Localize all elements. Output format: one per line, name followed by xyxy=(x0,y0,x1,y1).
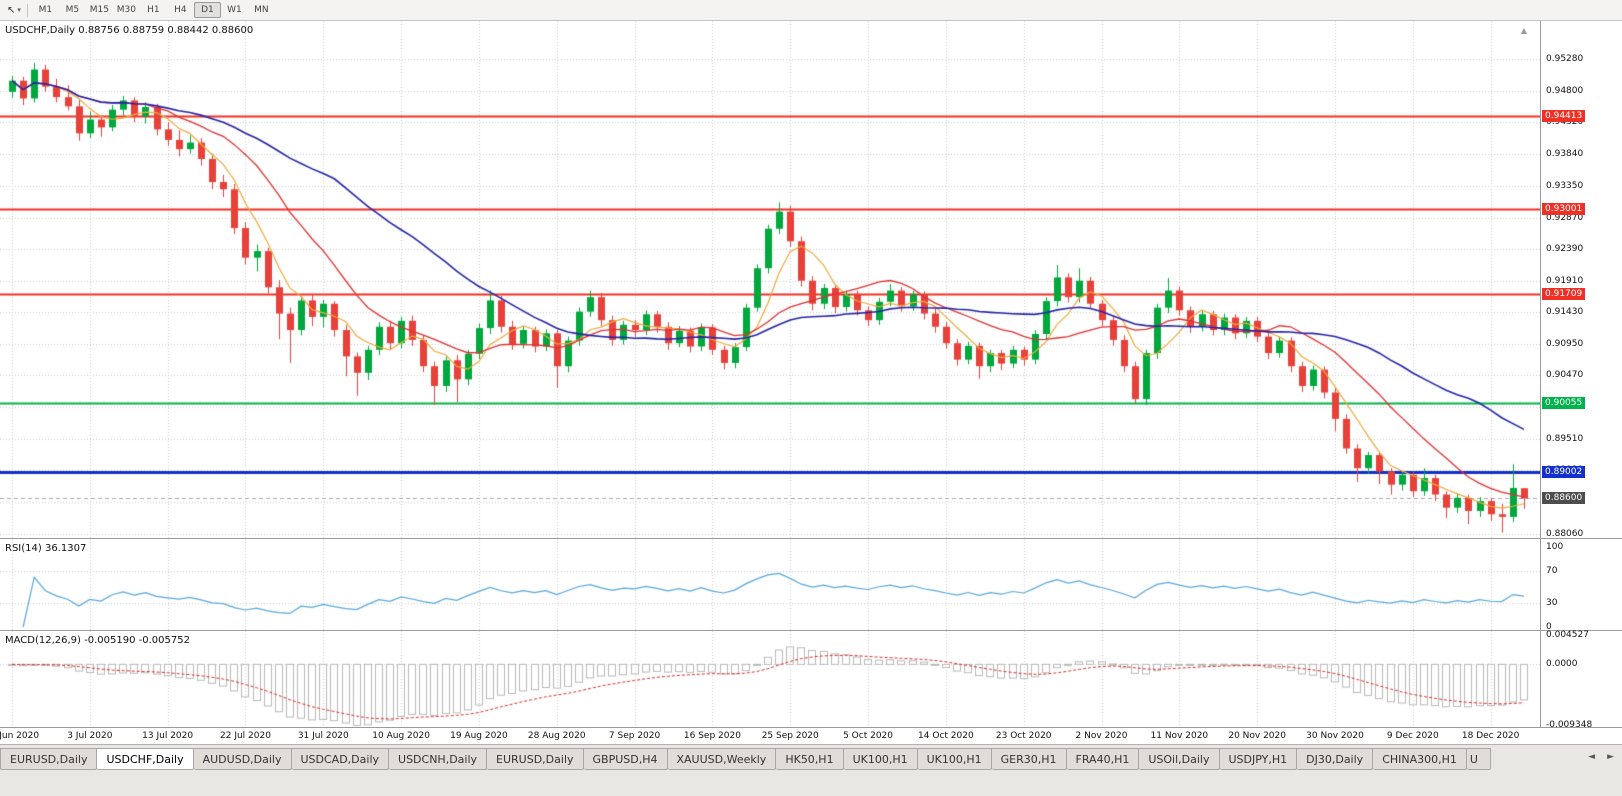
timeframe-buttons: M1 M5 M15 M30 H1 H4 D1 W1 MN xyxy=(32,2,275,18)
tab-scroll-buttons: ◄ ► xyxy=(1584,751,1618,763)
macd-tick: 0.004527 xyxy=(1546,630,1589,640)
timeframe-button-m30[interactable]: M30 xyxy=(116,5,137,15)
macd-axis: 0.004527 0.0000 -0.009348 xyxy=(1540,630,1622,730)
chart-tab-hk50-h1[interactable]: HK50,H1 xyxy=(776,748,844,770)
timeframe-button-m15[interactable]: M15 xyxy=(89,5,110,15)
timeframe-button-d1[interactable]: D1 xyxy=(193,2,221,18)
cursor-icon: ↖ xyxy=(7,4,16,16)
main-chart-pane: USDCHF,Daily 0.88756 0.88759 0.88442 0.8… xyxy=(0,21,1622,539)
price-axis: 0.95280 0.94800 0.94320 0.93840 0.93350 0.928… xyxy=(1540,21,1622,539)
chart-tab-usdcnh-daily[interactable]: USDCNH,Daily xyxy=(389,748,488,770)
chart-tab-dj30-daily[interactable]: DJ30,Daily xyxy=(1297,748,1374,770)
date-label: 23 Oct 2020 xyxy=(995,731,1052,741)
price-tick: 0.89510 xyxy=(1546,433,1584,444)
price-tick: 0.94800 xyxy=(1546,85,1584,96)
chart-tab-xauusd-weekly[interactable]: XAUUSD,Weekly xyxy=(667,748,777,770)
date-label: 2 Nov 2020 xyxy=(1075,731,1128,741)
price-tick: 0.91430 xyxy=(1546,307,1584,318)
price-tick: 0.90470 xyxy=(1546,370,1584,381)
price-level-badge: 0.90055 xyxy=(1542,396,1586,409)
price-tick: 0.91910 xyxy=(1546,275,1584,286)
date-label: 30 Nov 2020 xyxy=(1306,731,1364,741)
chart-tab-eurusd-daily[interactable]: EURUSD,Daily xyxy=(0,748,98,770)
tab-scroll-right-icon[interactable]: ► xyxy=(1607,752,1614,762)
chart-tab-fra40-h1[interactable]: FRA40,H1 xyxy=(1066,748,1140,770)
rsi-indicator-pane: RSI(14) 36.1307 100 70 30 0 xyxy=(0,538,1622,632)
date-label: 16 Sep 2020 xyxy=(683,731,741,741)
date-label: 22 Jul 2020 xyxy=(220,731,271,741)
timeframe-button-h1[interactable]: H1 xyxy=(147,5,160,15)
date-label: 19 Aug 2020 xyxy=(450,731,508,741)
date-label: 24 Jun 2020 xyxy=(0,731,40,741)
date-label: 10 Aug 2020 xyxy=(372,731,430,741)
macd-tick: -0.009348 xyxy=(1546,720,1593,730)
chart-tab-usdcad-daily[interactable]: USDCAD,Daily xyxy=(291,748,390,770)
price-chart-canvas[interactable] xyxy=(0,21,1540,538)
timeframe-button-m5[interactable]: M5 xyxy=(65,5,80,15)
current-price-badge: 0.88600 xyxy=(1542,492,1586,505)
date-axis: 24 Jun 2020 3 Jul 2020 13 Jul 2020 22 Jul 2… xyxy=(0,727,1622,744)
chart-tab-china300-h1[interactable]: CHINA300,H1 xyxy=(1373,748,1467,770)
price-tick: 0.92390 xyxy=(1546,244,1584,255)
timeframe-button-h4[interactable]: H4 xyxy=(174,5,187,15)
chart-tab-uk100-h1[interactable]: UK100,H1 xyxy=(917,748,992,770)
price-level-badge: 0.94413 xyxy=(1542,110,1586,123)
date-label: 20 Nov 2020 xyxy=(1228,731,1286,741)
chart-tab-bar: EURUSD,Daily USDCHF,Daily AUDUSD,Daily USDC… xyxy=(0,744,1622,771)
cursor-tool-button[interactable]: ↖ ▾ xyxy=(4,3,28,17)
rsi-indicator-canvas[interactable] xyxy=(0,539,1540,630)
macd-indicator-canvas[interactable] xyxy=(0,631,1540,727)
date-label: 31 Jul 2020 xyxy=(297,731,349,741)
price-tick: 0.92870 xyxy=(1546,212,1584,223)
chart-tab-uk100-h1[interactable]: UK100,H1 xyxy=(843,748,918,770)
price-level-badge: 0.91709 xyxy=(1542,287,1586,300)
rsi-tick: 30 xyxy=(1546,598,1558,608)
date-label: 18 Dec 2020 xyxy=(1461,731,1520,741)
rsi-axis: 100 70 30 0 xyxy=(1540,539,1622,632)
chart-tabs: EURUSD,Daily USDCHF,Daily AUDUSD,Daily USDC… xyxy=(0,748,1578,772)
macd-tick: 0.0000 xyxy=(1546,659,1578,670)
date-label: 9 Dec 2020 xyxy=(1386,731,1439,741)
chart-tab-u[interactable]: U xyxy=(1466,748,1491,770)
price-tick: 0.88060 xyxy=(1546,529,1584,539)
chart-tab-usoil-daily[interactable]: USOil,Daily xyxy=(1139,748,1220,770)
date-label: 3 Jul 2020 xyxy=(67,731,113,741)
date-label: 13 Jul 2020 xyxy=(142,731,194,741)
date-label: 11 Nov 2020 xyxy=(1150,731,1209,741)
date-label: 14 Oct 2020 xyxy=(918,731,974,741)
price-level-badge: 0.89002 xyxy=(1542,466,1586,479)
chart-shift-marker-icon[interactable]: ▲ xyxy=(1520,26,1527,35)
chart-tab-audusd-daily[interactable]: AUDUSD,Daily xyxy=(193,748,292,770)
chart-tab-ger30-h1[interactable]: GER30,H1 xyxy=(991,748,1067,770)
date-label: 5 Oct 2020 xyxy=(843,731,894,741)
chart-tab-gbpusd-h4[interactable]: GBPUSD,H4 xyxy=(583,748,668,770)
rsi-tick: 70 xyxy=(1546,566,1558,576)
timeframe-button-w1[interactable]: W1 xyxy=(227,5,242,15)
timeframe-button-mn[interactable]: MN xyxy=(254,5,269,15)
rsi-label: RSI(14) 36.1307 xyxy=(5,543,87,554)
date-label: 25 Sep 2020 xyxy=(761,731,819,741)
price-tick: 0.93350 xyxy=(1546,180,1584,191)
price-level-badge: 0.93001 xyxy=(1542,202,1586,215)
price-tick: 0.94320 xyxy=(1546,117,1584,128)
chart-tab-usdjpy-h1[interactable]: USDJPY,H1 xyxy=(1219,748,1298,770)
chart-tab-eurusd-daily[interactable]: EURUSD,Daily xyxy=(487,748,584,770)
chevron-down-icon: ▾ xyxy=(17,6,21,14)
tab-scroll-left-icon[interactable]: ◄ xyxy=(1588,752,1596,762)
date-label: 28 Aug 2020 xyxy=(527,731,586,741)
macd-label: MACD(12,26,9) -0.005190 -0.005752 xyxy=(5,635,190,646)
rsi-tick: 0 xyxy=(1546,622,1552,632)
price-tick: 0.90950 xyxy=(1546,338,1584,349)
chart-ohlc-title: USDCHF,Daily 0.88756 0.88759 0.88442 0.8… xyxy=(5,25,254,36)
macd-indicator-pane: MACD(12,26,9) -0.005190 -0.005752 0.0045… xyxy=(0,630,1622,730)
chart-tab-usdchf-daily[interactable]: USDCHF,Daily xyxy=(97,748,194,770)
date-label: 7 Sep 2020 xyxy=(608,731,661,741)
timeframe-toolbar: ↖ ▾ M1 M5 M15 M30 H1 H4 D1 W1 MN xyxy=(0,0,1622,21)
price-tick: 0.93840 xyxy=(1546,148,1584,159)
timeframe-button-m1[interactable]: M1 xyxy=(38,5,53,15)
status-bar xyxy=(0,771,1622,796)
rsi-tick: 100 xyxy=(1546,542,1564,552)
price-tick: 0.95280 xyxy=(1546,54,1584,64)
